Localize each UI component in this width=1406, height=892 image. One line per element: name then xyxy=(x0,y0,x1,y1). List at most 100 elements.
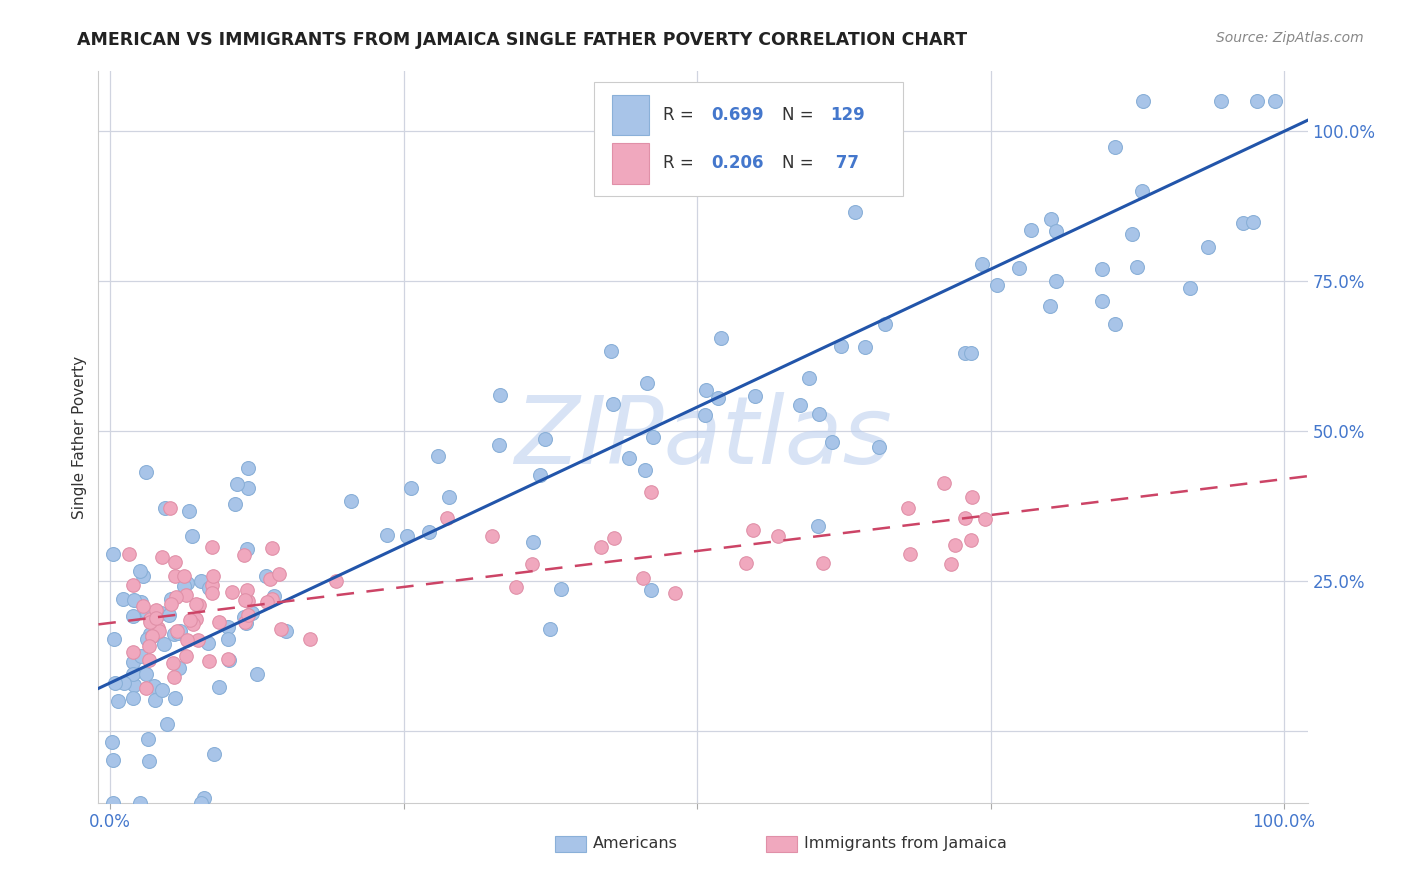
Point xyxy=(217,620,239,634)
Point xyxy=(122,691,145,706)
Point xyxy=(129,648,152,663)
Point xyxy=(160,592,183,607)
Point xyxy=(710,330,733,344)
Point xyxy=(135,667,157,681)
Point xyxy=(1132,95,1154,109)
Point xyxy=(298,632,321,647)
Point xyxy=(603,531,626,545)
Point xyxy=(1104,140,1126,154)
Point xyxy=(208,615,231,629)
Point xyxy=(602,397,624,411)
Point xyxy=(974,511,997,525)
Point xyxy=(202,747,225,761)
Point xyxy=(174,588,197,602)
Point xyxy=(232,549,254,563)
Point xyxy=(263,589,285,603)
Point xyxy=(238,594,260,608)
Point xyxy=(505,580,527,594)
Point xyxy=(262,592,284,607)
Text: 0.206: 0.206 xyxy=(711,154,763,172)
Point xyxy=(139,627,162,641)
FancyBboxPatch shape xyxy=(613,144,648,184)
Point xyxy=(1197,240,1219,254)
Text: R =: R = xyxy=(664,154,699,172)
Point xyxy=(148,621,170,635)
Point xyxy=(742,524,765,538)
Point xyxy=(150,682,173,697)
Point xyxy=(1121,227,1143,241)
Text: 77: 77 xyxy=(830,154,859,172)
Point xyxy=(953,511,976,525)
Point xyxy=(634,463,657,477)
Point xyxy=(163,627,186,641)
Point xyxy=(744,389,766,403)
Point xyxy=(159,597,181,611)
Point xyxy=(167,661,190,675)
Point xyxy=(1091,262,1114,277)
Point xyxy=(233,609,256,624)
Point xyxy=(190,796,212,810)
Point xyxy=(153,636,176,650)
Point xyxy=(176,633,198,648)
Point xyxy=(226,476,249,491)
Point xyxy=(145,603,167,617)
Point xyxy=(1045,274,1067,288)
Point xyxy=(200,540,222,554)
Point xyxy=(197,581,219,595)
Point xyxy=(236,481,259,495)
Point xyxy=(193,790,215,805)
Point xyxy=(129,565,152,579)
Point xyxy=(844,204,866,219)
Point xyxy=(165,591,187,605)
Point xyxy=(141,629,163,643)
Point xyxy=(830,339,852,353)
Point xyxy=(155,500,177,515)
Text: Immigrants from Jamaica: Immigrants from Jamaica xyxy=(804,837,1007,851)
Point xyxy=(529,467,551,482)
Point xyxy=(201,578,224,592)
Point xyxy=(111,591,134,606)
Point xyxy=(159,501,181,516)
Point xyxy=(488,438,510,452)
Point xyxy=(807,518,830,533)
Point xyxy=(142,679,165,693)
FancyBboxPatch shape xyxy=(613,95,648,135)
Point xyxy=(1232,216,1254,230)
Point xyxy=(522,535,544,549)
Point xyxy=(1130,184,1153,198)
Point xyxy=(156,717,179,731)
Point xyxy=(139,612,162,626)
Point xyxy=(145,611,167,625)
Point xyxy=(132,599,155,613)
Point xyxy=(122,592,145,607)
Point xyxy=(141,629,163,643)
Point xyxy=(118,547,141,561)
Point xyxy=(960,345,983,359)
Point xyxy=(636,376,658,390)
Point xyxy=(1039,211,1062,226)
Point xyxy=(972,257,994,271)
Point xyxy=(122,645,145,659)
Point xyxy=(436,511,458,525)
Point xyxy=(107,694,129,708)
Point xyxy=(167,626,190,640)
Point xyxy=(375,527,398,541)
Point xyxy=(224,497,246,511)
Point xyxy=(184,611,207,625)
Point xyxy=(522,557,544,571)
Point xyxy=(132,569,155,583)
Point xyxy=(129,595,152,609)
Point xyxy=(122,667,145,681)
Y-axis label: Single Father Poverty: Single Father Poverty xyxy=(72,356,87,518)
Point xyxy=(218,653,240,667)
Point xyxy=(600,343,623,358)
Point xyxy=(489,388,512,402)
Text: Source: ZipAtlas.com: Source: ZipAtlas.com xyxy=(1216,31,1364,45)
Point xyxy=(260,541,283,555)
Point xyxy=(135,681,157,695)
Point xyxy=(960,491,983,505)
Point xyxy=(439,490,461,504)
Point xyxy=(1264,95,1286,109)
Point xyxy=(1008,261,1031,276)
Point xyxy=(124,677,146,691)
